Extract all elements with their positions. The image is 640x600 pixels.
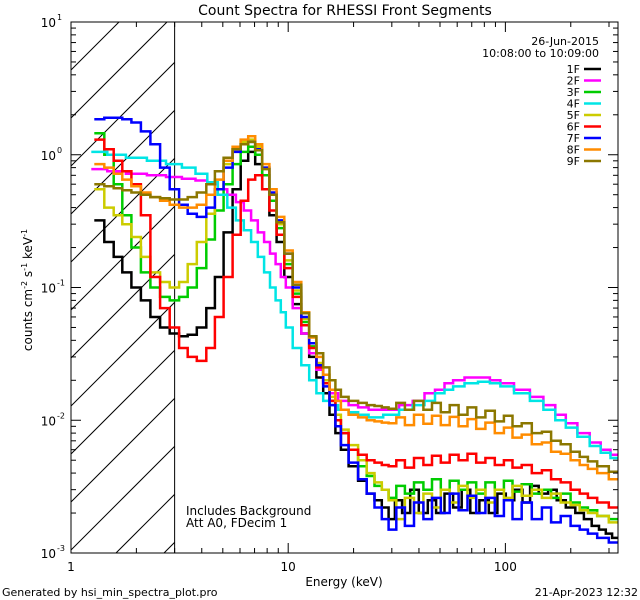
- legend-label: 5F: [567, 109, 580, 122]
- axis-ticks: [70, 21, 618, 554]
- series-7F: [94, 116, 618, 544]
- legend-label: 9F: [567, 155, 580, 168]
- series-5F: [94, 138, 618, 524]
- time-range-label: 10:08:00 to 10:09:00: [482, 47, 599, 60]
- hatch-line: [163, 542, 175, 554]
- y-tick-exponent: -3: [57, 544, 65, 553]
- x-tick-label: 10: [281, 560, 296, 574]
- x-tick-label: 1: [67, 560, 75, 574]
- series-6F: [94, 138, 618, 509]
- hatch-line: [70, 350, 175, 455]
- y-tick-label: 10: [41, 547, 56, 561]
- legend-label: 2F: [567, 75, 580, 88]
- legend-label: 7F: [567, 132, 580, 145]
- legend-label: 8F: [567, 144, 580, 157]
- hatch-line: [70, 446, 175, 551]
- x-axis-label: Energy (keV): [305, 575, 382, 589]
- legend-label: 1F: [567, 63, 580, 76]
- generator-note: Generated by hsi_min_spectra_plot.pro: [2, 586, 218, 599]
- hatch-line: [70, 21, 120, 71]
- date-label: 26-Jun-2015: [531, 35, 599, 48]
- y-tick-exponent: -1: [57, 279, 65, 288]
- chart-title: Count Spectra for RHESSI Front Segments: [198, 3, 492, 19]
- hatch-line: [70, 398, 175, 503]
- hatch-line: [70, 21, 168, 119]
- x-tick-labels: 1 10 100: [67, 560, 517, 574]
- x-tick-label: 100: [494, 560, 517, 574]
- annotation-background: Includes Background: [186, 504, 311, 518]
- legend-label: 4F: [567, 98, 580, 111]
- y-tick-label: 10: [41, 282, 56, 296]
- y-tick-exponent: 0: [57, 146, 62, 155]
- y-tick-label: 10: [41, 149, 56, 163]
- legend-label: 3F: [567, 86, 580, 99]
- y-tick-label: 10: [41, 414, 56, 428]
- legend-label: 6F: [567, 121, 580, 134]
- series-9F: [94, 140, 618, 473]
- y-tick-exponent: -2: [57, 411, 65, 420]
- y-axis-label: counts cm-2 s-1 keV-1: [20, 229, 35, 351]
- timestamp: 21-Apr-2023 12:32: [535, 586, 638, 599]
- hatch-line: [70, 62, 175, 167]
- series-layer: [91, 116, 618, 544]
- series-8F: [94, 134, 618, 481]
- series-1F: [94, 150, 618, 540]
- y-tick-exponent: 1: [57, 13, 62, 22]
- hatch-line: [115, 494, 175, 554]
- hatch-line: [70, 302, 175, 407]
- y-tick-label: 10: [41, 16, 56, 30]
- annotation-attenuator: Att A0, FDecim 1: [186, 516, 287, 530]
